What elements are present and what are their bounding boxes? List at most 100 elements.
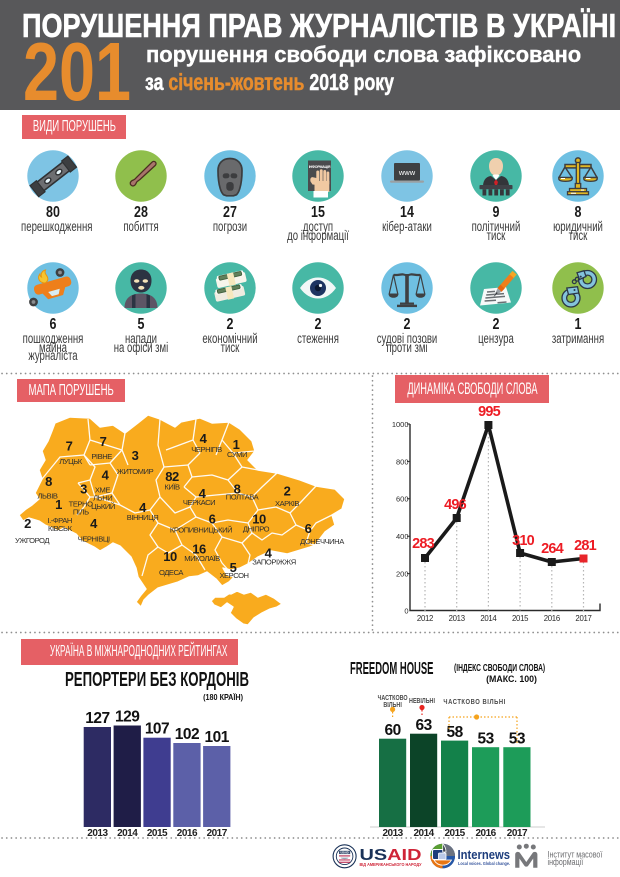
svg-text:2013: 2013 xyxy=(449,614,465,623)
svg-text:І.-ФРАН: І.-ФРАН xyxy=(47,516,71,525)
svg-text:4: 4 xyxy=(102,468,110,483)
svg-text:інформації: інформації xyxy=(548,857,584,867)
svg-text:129: 129 xyxy=(115,709,140,726)
svg-text:ЧЕРНІВЦІ: ЧЕРНІВЦІ xyxy=(78,534,110,543)
svg-text:ЛУЦЬК: ЛУЦЬК xyxy=(59,457,83,466)
svg-text:995: 995 xyxy=(478,405,501,420)
svg-text:Internews: Internews xyxy=(458,847,511,862)
svg-text:101: 101 xyxy=(205,729,230,746)
svg-text:ХАРКІВ: ХАРКІВ xyxy=(275,499,299,508)
svg-text:ПІЛЬ: ПІЛЬ xyxy=(73,507,89,516)
svg-text:496: 496 xyxy=(444,497,467,513)
svg-text:2015: 2015 xyxy=(512,614,529,623)
svg-text:107: 107 xyxy=(145,721,169,738)
svg-text:6: 6 xyxy=(209,512,216,527)
svg-text:4: 4 xyxy=(139,500,147,515)
svg-text:www: www xyxy=(398,168,416,177)
svg-text:4: 4 xyxy=(199,486,207,501)
svg-text:0: 0 xyxy=(404,607,408,616)
svg-text:Local voices. Global change.: Local voices. Global change. xyxy=(458,861,510,866)
svg-text:2: 2 xyxy=(24,516,31,531)
svg-text:2017: 2017 xyxy=(575,614,591,623)
svg-text:2014: 2014 xyxy=(480,614,497,623)
svg-text:60: 60 xyxy=(384,722,400,739)
svg-text:1: 1 xyxy=(55,497,62,512)
svg-text:2016: 2016 xyxy=(475,828,496,837)
svg-text:3: 3 xyxy=(132,448,139,463)
svg-text:264: 264 xyxy=(541,541,564,557)
svg-text:102: 102 xyxy=(175,726,199,743)
svg-text:ХМЕ: ХМЕ xyxy=(95,485,110,494)
svg-text:10: 10 xyxy=(252,512,266,527)
svg-text:ЛЬНИ: ЛЬНИ xyxy=(93,494,112,503)
svg-text:ТЕРНО: ТЕРНО xyxy=(69,500,93,509)
svg-text:600: 600 xyxy=(396,495,409,504)
svg-text:4: 4 xyxy=(265,546,273,561)
svg-text:2017: 2017 xyxy=(507,828,528,837)
svg-text:2014: 2014 xyxy=(117,828,138,837)
svg-text:5: 5 xyxy=(230,560,237,575)
svg-text:ЧАСТКОВО ВІЛЬНІ: ЧАСТКОВО ВІЛЬНІ xyxy=(443,698,505,706)
svg-text:USAID: USAID xyxy=(341,851,349,855)
svg-text:ВІННИЦЯ: ВІННИЦЯ xyxy=(127,513,159,522)
svg-text:СУМИ: СУМИ xyxy=(227,450,247,459)
svg-text:КІВСЬК: КІВСЬК xyxy=(48,524,73,533)
svg-text:УЖГОРОД: УЖГОРОД xyxy=(15,536,49,545)
svg-text:ВІД АМЕРИКАНСЬКОГО НАРОДУ: ВІД АМЕРИКАНСЬКОГО НАРОДУ xyxy=(360,862,422,867)
svg-text:ІНФОРМАЦІЯ: ІНФОРМАЦІЯ xyxy=(309,165,331,169)
svg-text:2016: 2016 xyxy=(177,828,198,837)
svg-text:ПОЛТАВА: ПОЛТАВА xyxy=(226,492,260,501)
svg-text:МИКОЛАЇВ: МИКОЛАЇВ xyxy=(184,554,220,563)
svg-text:ЧАСТКОВО: ЧАСТКОВО xyxy=(378,694,408,702)
svg-text:2013: 2013 xyxy=(382,828,403,837)
svg-text:КРОПИВНИЦЬКИЙ: КРОПИВНИЦЬКИЙ xyxy=(170,525,232,534)
svg-text:ОДЕСА: ОДЕСА xyxy=(159,568,184,577)
svg-text:2015: 2015 xyxy=(444,828,465,837)
svg-text:82: 82 xyxy=(165,469,179,484)
svg-text:127: 127 xyxy=(85,710,109,727)
svg-text:НЕВІЛЬНІ: НЕВІЛЬНІ xyxy=(409,697,435,705)
svg-text:7: 7 xyxy=(66,439,73,454)
svg-text:4: 4 xyxy=(90,516,98,531)
svg-text:2012: 2012 xyxy=(417,614,433,623)
svg-text:ЛЬВІВ: ЛЬВІВ xyxy=(38,492,58,501)
svg-text:РІВНЕ: РІВНЕ xyxy=(91,452,112,461)
svg-text:2013: 2013 xyxy=(87,828,108,837)
svg-text:800: 800 xyxy=(396,457,409,466)
svg-text:ЗАПОРІЖЖЯ: ЗАПОРІЖЖЯ xyxy=(252,558,296,567)
svg-text:310: 310 xyxy=(512,533,535,549)
svg-text:58: 58 xyxy=(446,724,463,741)
svg-text:200: 200 xyxy=(396,570,409,579)
svg-text:ДОНЕЧЧИНА: ДОНЕЧЧИНА xyxy=(300,537,345,546)
svg-text:ЧЕРНІГІВ: ЧЕРНІГІВ xyxy=(191,445,222,454)
svg-text:4: 4 xyxy=(200,431,208,446)
svg-text:2017: 2017 xyxy=(207,828,228,837)
svg-text:3: 3 xyxy=(80,482,87,497)
svg-text:USAID: USAID xyxy=(360,847,422,864)
svg-text:2014: 2014 xyxy=(413,828,434,837)
svg-text:8: 8 xyxy=(234,482,241,497)
svg-text:ХЕРСОН: ХЕРСОН xyxy=(219,571,248,580)
svg-text:Інститут масової: Інститут масової xyxy=(548,850,604,860)
svg-text:ЧЕРКАСИ: ЧЕРКАСИ xyxy=(183,498,215,507)
svg-text:ЦЬКИЙ: ЦЬКИЙ xyxy=(91,502,115,511)
svg-text:6: 6 xyxy=(305,521,312,536)
svg-text:ДНІПРО: ДНІПРО xyxy=(243,525,270,534)
svg-text:53: 53 xyxy=(477,731,494,748)
svg-text:63: 63 xyxy=(415,717,432,734)
svg-text:10: 10 xyxy=(163,549,177,564)
svg-text:283: 283 xyxy=(412,536,435,552)
svg-text:7: 7 xyxy=(100,434,107,449)
svg-text:1000: 1000 xyxy=(392,420,409,429)
svg-text:КИЇВ: КИЇВ xyxy=(164,482,180,491)
svg-text:281: 281 xyxy=(574,538,597,554)
svg-text:2015: 2015 xyxy=(147,828,168,837)
svg-text:8: 8 xyxy=(45,474,52,489)
svg-text:ВІЛЬНІ: ВІЛЬНІ xyxy=(383,701,402,709)
svg-text:2016: 2016 xyxy=(544,614,560,623)
svg-text:ЖИТОМИР: ЖИТОМИР xyxy=(117,467,154,476)
svg-text:400: 400 xyxy=(396,532,409,541)
svg-text:2: 2 xyxy=(284,484,291,499)
svg-text:16: 16 xyxy=(192,542,206,557)
svg-text:1: 1 xyxy=(233,437,240,452)
